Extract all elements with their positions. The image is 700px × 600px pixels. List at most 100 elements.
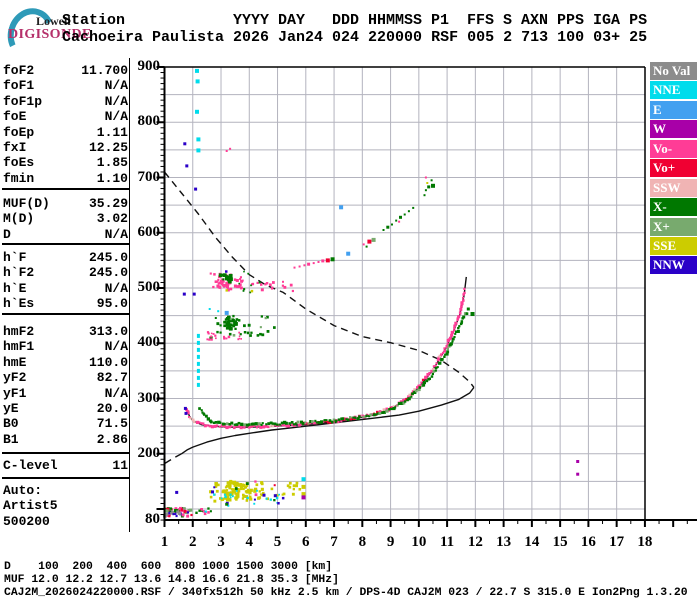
parameter-label: M(D) (3, 211, 35, 227)
parameter-row-yf1: yF1 N/A (3, 386, 128, 401)
parameter-label: h`Es (3, 296, 35, 312)
parameter-value: 12.25 (88, 139, 128, 155)
legend-item-x-: X- (650, 198, 697, 217)
parameter-row-500200: 500200 (3, 514, 128, 529)
parameter-value: 20.0 (96, 400, 128, 416)
logo-lowell-text: Lowell (36, 14, 71, 28)
legend-item-w: W (650, 120, 697, 139)
parameter-value: 1.10 (96, 170, 128, 186)
parameter-value: N/A (104, 280, 128, 296)
parameter-value: N/A (104, 93, 128, 109)
cluster-es-trace (163, 506, 193, 518)
cluster-es-trace-ext (195, 507, 212, 516)
parameter-row-foe: foE N/A (3, 109, 128, 124)
cluster-spread-f-green-core (223, 315, 238, 331)
parameter-row-b0: B0 71.5 (3, 416, 128, 431)
x-tick-label-1: 1 (160, 534, 169, 550)
parameter-label: C-level (3, 458, 58, 473)
parameter-value: 95.0 (96, 296, 128, 312)
parameter-label: h`E (3, 280, 27, 296)
cluster-second-hop-green (218, 273, 233, 284)
parameter-row-foes: foEs 1.85 (3, 155, 128, 170)
y-tick-label-500: 500 (137, 279, 161, 295)
x-tick-label-9: 9 (386, 534, 395, 550)
parameter-group-5: Auto: Artist5 500200 (3, 483, 128, 529)
parameter-label: foF1 (3, 78, 35, 94)
vline-nne-spread-column (196, 333, 200, 387)
cluster-es-spread-misc (213, 480, 285, 506)
y-tick-label-800: 800 (137, 113, 161, 130)
parameter-row-md: M(D) 3.02 (3, 211, 128, 226)
parameter-value: 245.0 (88, 265, 128, 281)
legend-item-nne: NNE (650, 81, 697, 100)
y-tick-label-200: 200 (137, 444, 161, 461)
parameter-row-fxi: fxI 12.25 (3, 140, 128, 155)
x-tick-label-17: 17 (609, 534, 625, 550)
cluster-second-hop-pink-sparse (251, 280, 294, 293)
parameter-value: 245.0 (88, 250, 128, 265)
parameter-row-hmf1: hmF1 N/A (3, 339, 128, 354)
parameter-label: foF1p (3, 93, 43, 109)
parameter-label: 500200 (3, 513, 50, 529)
y-tick-label-300: 300 (137, 389, 161, 406)
parameter-label: Auto: (3, 483, 43, 498)
parameter-label: h`F2 (3, 265, 35, 281)
x-tick-label-6: 6 (302, 534, 310, 550)
parameter-label: MUF(D) (3, 196, 50, 211)
muf-transmission-tail (164, 453, 182, 465)
parameter-label: fxI (3, 139, 27, 155)
parameter-row-hf2: h`F2 245.0 (3, 265, 128, 280)
parameter-row-auto: Auto: (3, 483, 128, 498)
x-tick-label-13: 13 (496, 534, 512, 550)
parameter-value: 82.7 (96, 370, 128, 386)
cluster-spread-f-green (209, 314, 276, 339)
y-tick-label-700: 700 (137, 168, 161, 185)
cluster-es-spread-yellow-right (259, 481, 302, 501)
parameter-label: h`F (3, 250, 27, 265)
parameter-value: N/A (104, 109, 128, 125)
legend-item-e: E (650, 100, 697, 119)
parameter-row-ye: yE 20.0 (3, 401, 128, 416)
x-tick-label-11: 11 (440, 534, 455, 550)
x-tick-label-7: 7 (330, 534, 338, 550)
parameter-row-fmin: fmin 1.10 (3, 171, 128, 186)
parameter-row-he: h`E N/A (3, 281, 128, 296)
muf-transmission-upper (163, 171, 475, 388)
parameter-row-yf2: yF2 82.7 (3, 370, 128, 385)
panel-separator-1 (2, 243, 129, 245)
parameter-group-3: hmF2 313.0 hmF1 N/A hmE 110.0 yF2 82.7 yF1 N/A yE 2… (3, 324, 128, 447)
x-tick-label-10: 10 (411, 534, 427, 550)
parameter-label: fmin (3, 170, 35, 186)
station-name: Cachoeira Paulista (62, 29, 225, 46)
panel-separator-3 (2, 452, 129, 454)
legend-item-x+: X+ (650, 217, 697, 236)
parameter-row-hme: hmE 110.0 (3, 355, 128, 370)
file-status-line: CAJ2M_2026024220000.RSF / 340fx512h 50 k… (4, 587, 688, 599)
legend-item-sse: SSE (650, 236, 697, 255)
parameter-group-1: MUF(D) 35.29 M(D) 3.02 D N/A (3, 196, 128, 242)
header-values-row: Cachoeira Paulista 2026 Jan24 024 220000 … (62, 30, 647, 46)
panel-separator-4 (2, 477, 129, 479)
o-trace-fit (186, 276, 467, 428)
parameter-group-2: h`F 245.0 h`F2 245.0 h`E N/A h`Es 95.0 (3, 250, 128, 312)
parameter-group-4: C-level 11 (3, 458, 128, 473)
scaled-parameters-panel: foF2 11.700 foF1 N/A foF1p N/A foE N/A foEp 1.11 f… (0, 0, 130, 600)
parameter-value: 110.0 (88, 354, 128, 370)
parameter-row-hes: h`Es 95.0 (3, 296, 128, 311)
header-column-names: YYYY DAY DDD HHMMSS P1 FFS S AXN PPS IGA… (233, 12, 648, 29)
doppler-direction-legend: No Val NNE E W Vo- Vo+ SSW X- X+ SSE NNW (650, 62, 697, 276)
parameter-label: Artist5 (3, 498, 58, 514)
parameter-value: 1.11 (96, 124, 128, 140)
parameter-label: D (3, 226, 11, 242)
y-tick-label-80: 80 (145, 511, 160, 528)
parameter-value: 2.86 (96, 431, 128, 447)
parameter-row-fof2: foF2 11.700 (3, 63, 128, 78)
parameter-label: yF2 (3, 370, 27, 386)
panel-separator-2 (2, 313, 129, 315)
parameter-label: hmE (3, 354, 27, 370)
parameter-value: 35.29 (88, 196, 128, 211)
parameter-row-hf: h`F 245.0 (3, 250, 128, 265)
x-tick-label-16: 16 (580, 534, 596, 550)
